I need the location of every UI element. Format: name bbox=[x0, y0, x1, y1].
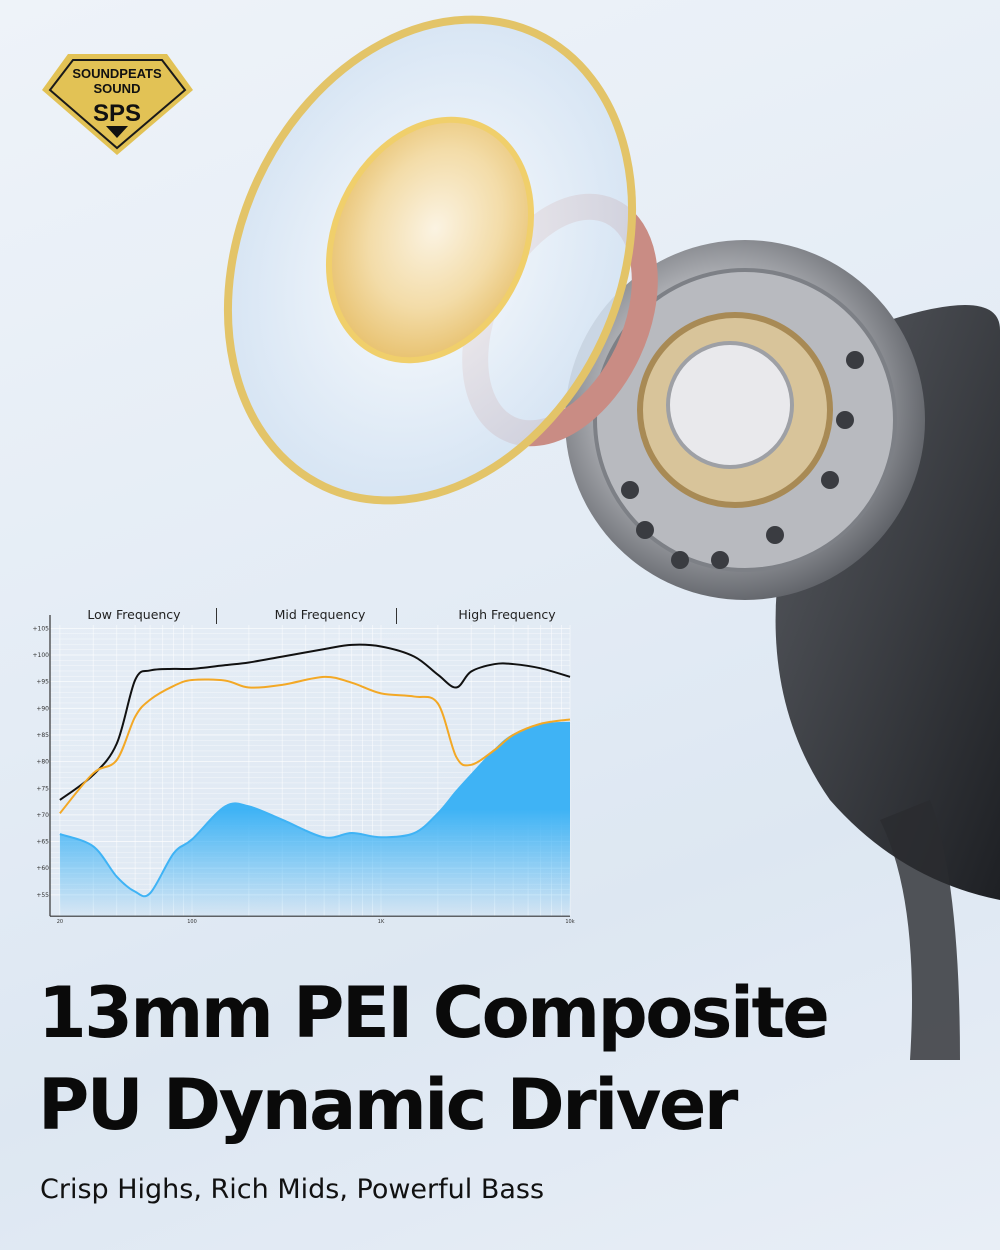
band-label-low: Low Frequency bbox=[87, 607, 181, 622]
y-tick-label: +75 bbox=[36, 785, 49, 792]
soundpeats-sound-badge: SOUNDPEATS SOUND SPS bbox=[42, 54, 193, 155]
driver-housing bbox=[565, 240, 925, 600]
band-label-high: High Frequency bbox=[458, 607, 556, 622]
series-line-black bbox=[59, 643, 571, 801]
subtitle: Crisp Highs, Rich Mids, Powerful Bass bbox=[40, 1174, 545, 1205]
badge-line1: SOUNDPEATS bbox=[72, 66, 162, 81]
badge-line2: SOUND bbox=[94, 81, 141, 96]
y-tick-label: +65 bbox=[36, 839, 49, 846]
band-separator bbox=[396, 608, 397, 624]
band-separator bbox=[216, 608, 217, 624]
x-tick-label: 20 bbox=[57, 919, 63, 925]
y-tick-label: +105 bbox=[33, 625, 50, 632]
band-label-mid: Mid Frequency bbox=[274, 607, 366, 622]
series-area-fill bbox=[59, 722, 571, 917]
frequency-response-chart: +105 +100 +95 +90 +85 +80 +75 +70 +65 +60 +55 20 100… bbox=[33, 615, 575, 925]
y-tick-label: +90 bbox=[36, 705, 49, 712]
y-tick-label: +60 bbox=[36, 865, 49, 872]
headline-line1: 13mm PEI Composite bbox=[38, 972, 830, 1054]
y-tick-label: +100 bbox=[33, 652, 50, 659]
diaphragm bbox=[223, 15, 637, 505]
y-tick-label: +55 bbox=[36, 892, 49, 899]
y-tick-label: +85 bbox=[36, 732, 49, 739]
headline-line2: PU Dynamic Driver bbox=[38, 1064, 738, 1146]
y-tick-label: +70 bbox=[36, 812, 49, 819]
badge-line3: SPS bbox=[93, 100, 141, 127]
x-tick-label: 1K bbox=[378, 919, 385, 925]
y-tick-label: +95 bbox=[36, 679, 49, 686]
x-tick-label: 10k bbox=[565, 919, 574, 925]
y-tick-label: +80 bbox=[36, 759, 49, 766]
x-tick-label: 100 bbox=[187, 919, 197, 925]
